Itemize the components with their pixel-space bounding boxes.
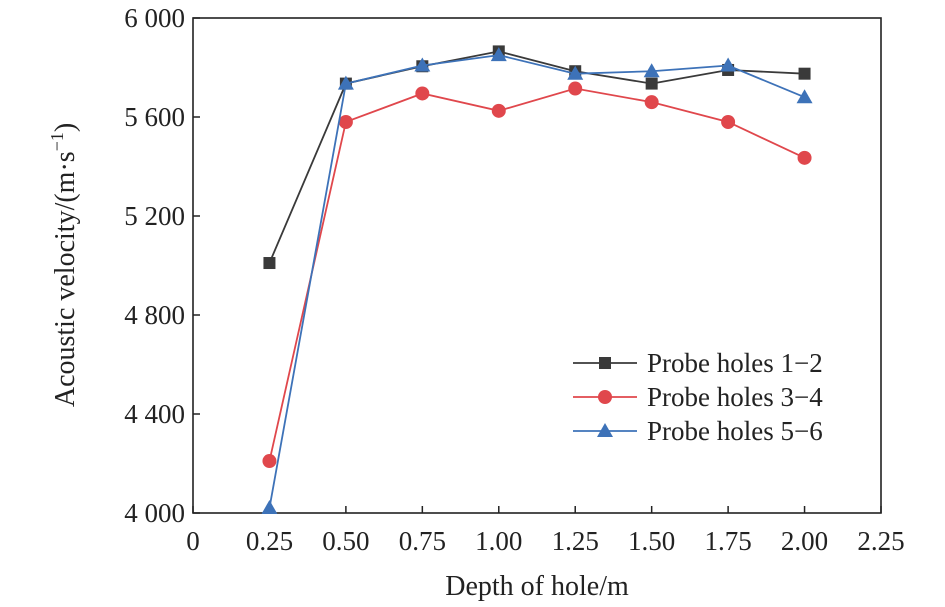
data-point-circle	[338, 114, 353, 129]
series-line	[268, 87, 805, 462]
y-axis-title: Acoustic velocity/(m·s−1)	[47, 123, 81, 407]
data-point-triangle	[597, 423, 613, 437]
data-point-triangle	[643, 63, 660, 78]
x-tick-label: 2.25	[857, 526, 904, 556]
data-point-triangle	[414, 57, 431, 72]
legend-label: Probe holes 5−6	[647, 416, 823, 446]
legend: Probe holes 1−2 Probe holes 3−4 Probe hole…	[573, 348, 823, 446]
x-axis: 0 0.25 0.50 0.75 1.00 1.25 1.50 1.75 2.00 2.25	[186, 506, 905, 556]
x-tick-label: 1.50	[628, 526, 675, 556]
data-point-circle	[491, 103, 506, 118]
y-tick-label: 6 000	[124, 3, 185, 33]
series-layer	[261, 45, 813, 515]
data-point-circle	[797, 150, 812, 165]
y-tick-label: 5 600	[124, 102, 185, 132]
series-line	[268, 54, 805, 509]
data-point-square	[599, 357, 611, 369]
y-axis-title-superscript: −1	[47, 132, 67, 151]
plot-frame	[192, 17, 882, 514]
x-axis-title: Depth of hole/m	[445, 571, 629, 602]
legend-item: Probe holes 3−4	[573, 382, 823, 412]
y-tick-label: 4 000	[124, 498, 185, 528]
x-tick-label: 0.50	[322, 526, 369, 556]
data-point-circle	[415, 86, 430, 101]
data-point-triangle	[337, 75, 354, 90]
data-point-triangle	[720, 57, 737, 72]
y-axis: 4 000 4 400 4 800 5 200 5 600 6 000	[124, 3, 200, 528]
data-point-square	[798, 67, 811, 80]
data-point-triangle	[261, 500, 278, 515]
data-point-circle	[262, 454, 277, 469]
data-point-triangle	[796, 89, 813, 104]
data-point-triangle	[567, 65, 584, 80]
x-tick-label: 1.75	[704, 526, 751, 556]
y-axis-title-main: Acoustic velocity/(m·s	[50, 151, 81, 407]
x-tick-label: 0.25	[246, 526, 293, 556]
x-tick-label: 2.00	[781, 526, 828, 556]
legend-item: Probe holes 5−6	[573, 416, 823, 446]
series-3	[261, 47, 813, 515]
legend-item: Probe holes 1−2	[573, 348, 823, 378]
x-tick-label: 0	[186, 526, 200, 556]
data-point-circle	[568, 81, 583, 96]
y-axis-title-close: )	[50, 123, 81, 132]
x-tick-label: 0.75	[399, 526, 446, 556]
y-tick-label: 5 200	[124, 201, 185, 231]
data-point-square	[263, 257, 276, 270]
data-point-circle	[598, 390, 612, 404]
data-point-circle	[644, 95, 659, 110]
legend-label: Probe holes 3−4	[647, 382, 823, 412]
x-tick-label: 1.25	[552, 526, 599, 556]
data-point-square	[645, 77, 658, 90]
data-point-circle	[721, 114, 736, 129]
y-tick-label: 4 400	[124, 399, 185, 429]
x-tick-label: 1.00	[475, 526, 522, 556]
legend-label: Probe holes 1−2	[647, 348, 823, 378]
y-tick-label: 4 800	[124, 300, 185, 330]
data-point-triangle	[490, 47, 507, 62]
series-2	[262, 81, 812, 469]
